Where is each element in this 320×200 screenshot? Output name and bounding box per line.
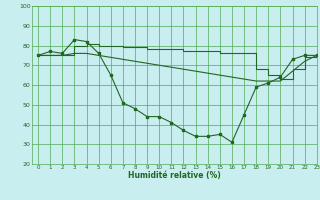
X-axis label: Humidité relative (%): Humidité relative (%) xyxy=(128,171,221,180)
